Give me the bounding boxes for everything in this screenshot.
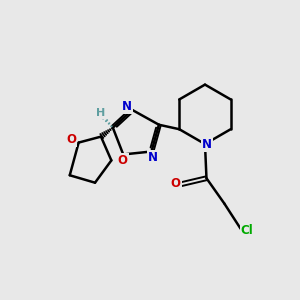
- Text: Cl: Cl: [241, 224, 253, 237]
- Text: O: O: [171, 177, 181, 190]
- Text: N: N: [122, 100, 132, 113]
- Text: O: O: [66, 133, 76, 146]
- Text: H: H: [96, 108, 105, 118]
- Text: O: O: [118, 154, 128, 167]
- Text: N: N: [148, 151, 158, 164]
- Text: N: N: [202, 138, 212, 151]
